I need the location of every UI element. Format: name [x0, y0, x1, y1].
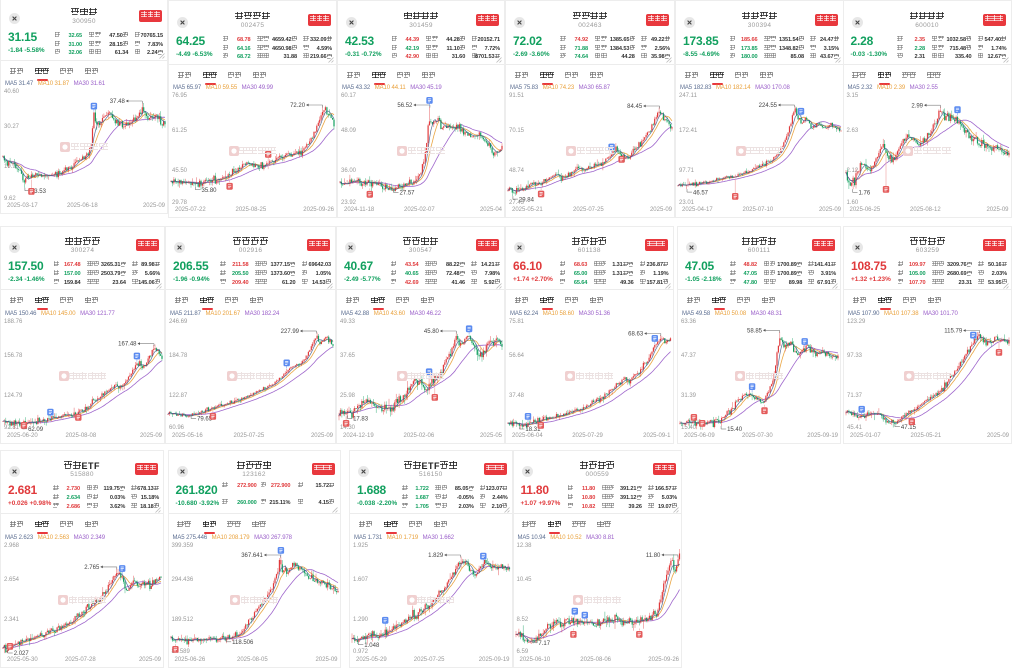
svg-text:15.40: 15.40	[727, 427, 743, 433]
svg-text:367.641: 367.641	[241, 553, 263, 559]
svg-text:7.17: 7.17	[538, 640, 550, 646]
svg-text:29.84: 29.84	[519, 197, 535, 203]
svg-text:37.48: 37.48	[110, 99, 126, 105]
svg-text:46.57: 46.57	[693, 190, 709, 196]
svg-text:11.80: 11.80	[645, 553, 660, 559]
svg-text:2.99: 2.99	[911, 103, 923, 109]
svg-text:227.99: 227.99	[281, 329, 300, 335]
svg-text:79.65: 79.65	[197, 416, 213, 422]
svg-text:62.09: 62.09	[28, 427, 44, 433]
svg-text:35.80: 35.80	[202, 188, 218, 194]
svg-text:72.20: 72.20	[290, 103, 306, 109]
svg-text:68.63: 68.63	[628, 331, 644, 337]
svg-text:17.83: 17.83	[353, 416, 369, 422]
svg-text:224.55: 224.55	[759, 103, 778, 109]
svg-text:45.80: 45.80	[424, 329, 440, 335]
svg-text:56.52: 56.52	[397, 103, 413, 109]
svg-text:13.53: 13.53	[31, 189, 47, 195]
svg-text:58.85: 58.85	[747, 328, 763, 334]
svg-text:2.765: 2.765	[84, 565, 100, 571]
svg-text:118.506: 118.506	[232, 640, 254, 646]
svg-text:1.048: 1.048	[364, 642, 380, 648]
svg-text:18.31: 18.31	[525, 427, 541, 433]
svg-text:167.48: 167.48	[118, 341, 137, 347]
svg-text:115.79: 115.79	[944, 328, 963, 334]
svg-text:47.15: 47.15	[901, 424, 917, 430]
svg-text:2.027: 2.027	[14, 651, 30, 657]
svg-text:27.57: 27.57	[400, 191, 416, 197]
svg-text:84.45: 84.45	[627, 104, 643, 110]
svg-text:1.76: 1.76	[858, 191, 870, 197]
svg-text:1.829: 1.829	[428, 553, 444, 559]
